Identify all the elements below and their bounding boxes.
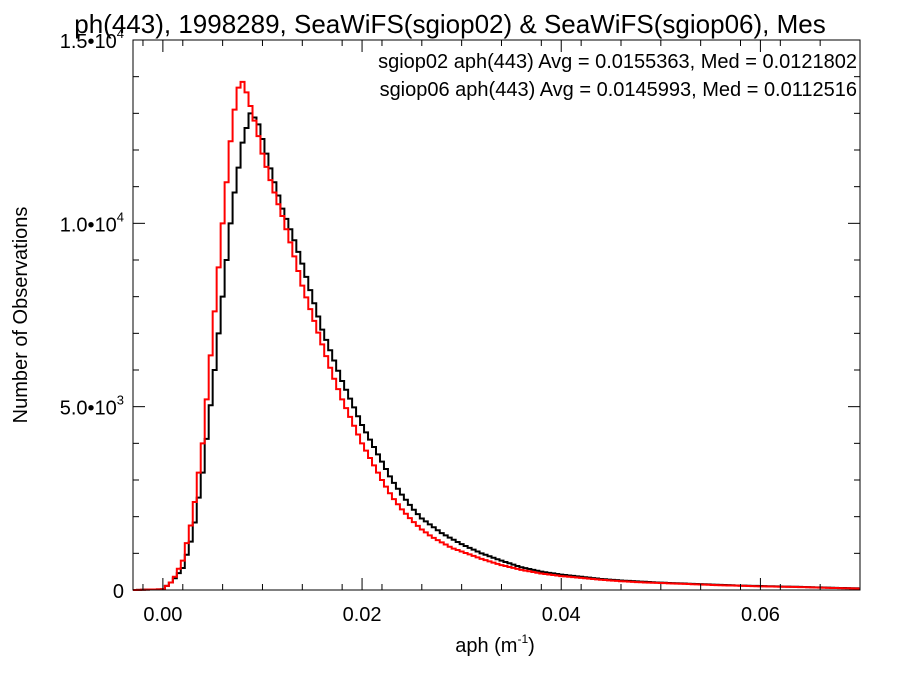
legend-entry-sgiop02: sgiop02 aph(443) Avg = 0.0155363, Med = … bbox=[378, 51, 857, 73]
y-tick-label: 1.0•104 bbox=[60, 209, 124, 236]
x-tick-label: 0.06 bbox=[741, 604, 780, 626]
x-tick-label: 0.04 bbox=[542, 604, 581, 626]
tick-labels-layer: 0.00 0.02 0.04 0.06 0 5.0•103 1.0•104 1.5•104 bbox=[60, 26, 780, 626]
x-tick-label: 0.00 bbox=[143, 604, 182, 626]
y-axis-label: Number of Observations bbox=[10, 207, 32, 424]
y-tick-label: 0 bbox=[113, 581, 124, 603]
series-layer bbox=[133, 80, 860, 591]
plot-frame bbox=[132, 39, 861, 591]
series-line-sgiop06 bbox=[133, 80, 860, 591]
x-axis-label: aph (m-1) bbox=[455, 632, 535, 657]
x-tick-label: 0.02 bbox=[343, 604, 382, 626]
y-tick-label: 5.0•103 bbox=[60, 393, 124, 420]
y-tick-label: 1.5•104 bbox=[60, 26, 124, 53]
ticks-layer bbox=[133, 39, 861, 591]
legend-entry-sgiop06: sgiop06 aph(443) Avg = 0.0145993, Med = … bbox=[380, 79, 857, 101]
chart-title: ph(443), 1998289, SeaWiFS(sgiop02) & Sea… bbox=[74, 9, 825, 39]
